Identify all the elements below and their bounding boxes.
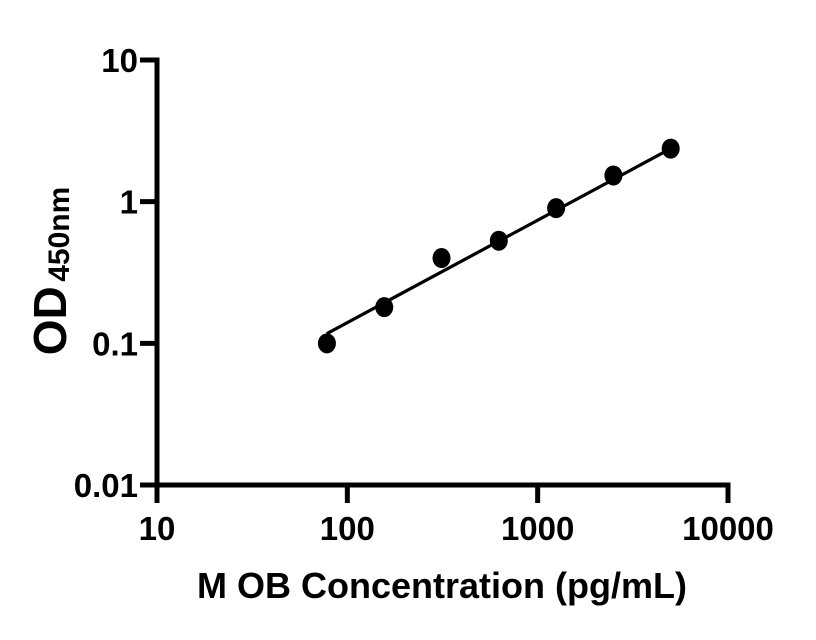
y-tick-label: 10 xyxy=(101,42,138,79)
x-tick-label: 10000 xyxy=(682,510,774,547)
x-tick-label: 10 xyxy=(139,510,176,547)
data-point xyxy=(661,138,680,159)
x-tick-label: 100 xyxy=(320,510,375,547)
data-point xyxy=(547,198,566,219)
data-point xyxy=(375,297,394,318)
y-tick-label: 0.1 xyxy=(92,325,138,362)
x-tick-label: 1000 xyxy=(501,510,574,547)
y-tick-label: 0.01 xyxy=(74,467,138,504)
data-point xyxy=(317,333,336,354)
data-point xyxy=(604,165,623,186)
data-point xyxy=(432,248,451,269)
y-axis-title: OD 450nm xyxy=(24,187,76,356)
y-axis-title-main: OD xyxy=(24,286,76,355)
x-axis-ticks: 10 100 1000 10000 xyxy=(139,485,774,547)
y-axis-ticks: 10 1 0.1 0.01 xyxy=(74,42,157,504)
y-axis-title-subscript: 450nm xyxy=(43,187,76,282)
x-axis-title: M OB Concentration (pg/mL) xyxy=(197,565,687,606)
data-points-group xyxy=(317,138,680,354)
y-tick-label: 1 xyxy=(120,184,138,221)
data-point xyxy=(489,230,508,251)
